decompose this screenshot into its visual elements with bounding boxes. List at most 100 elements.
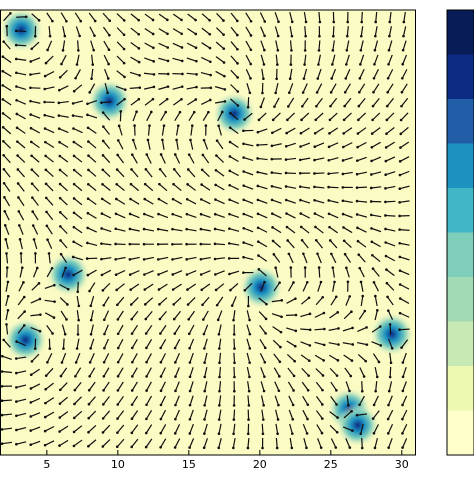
arrow-head	[236, 62, 239, 65]
arrow-head	[29, 429, 32, 432]
arrow-head	[145, 168, 148, 171]
arrow-head	[32, 224, 35, 227]
field-arrow	[300, 329, 310, 330]
arrow-head	[138, 47, 141, 50]
arrow-head	[185, 243, 188, 246]
arrow-head	[88, 375, 91, 378]
arrow-head	[278, 281, 281, 284]
arrow-head	[73, 141, 76, 144]
arrow-head	[309, 328, 312, 331]
arrow-head	[143, 258, 146, 261]
arrow-head	[143, 198, 146, 201]
arrow-head	[346, 21, 349, 24]
arrow-head	[201, 303, 204, 306]
arrow-head	[77, 319, 80, 322]
arrow-head	[321, 417, 324, 420]
arrow-head	[390, 361, 393, 364]
field-arrow	[400, 230, 410, 231]
arrow-head	[130, 183, 133, 186]
arrow-head	[371, 119, 374, 122]
arrow-head	[2, 55, 5, 58]
arrow-head	[44, 416, 47, 419]
arrow-head	[276, 432, 279, 435]
arrow-head	[335, 295, 338, 298]
arrow-head	[194, 98, 197, 101]
arrow-head	[60, 253, 63, 256]
arrow-head	[158, 183, 161, 186]
arrow-head	[135, 110, 138, 113]
arrow-head	[181, 73, 184, 76]
arrow-head	[173, 332, 176, 335]
arrow-head	[45, 62, 48, 65]
arrow-head	[280, 299, 283, 302]
arrow-head	[189, 375, 192, 378]
field-arrow	[16, 45, 26, 46]
arrow-head	[15, 357, 18, 360]
arrow-head	[218, 418, 221, 421]
arrow-head	[398, 242, 401, 245]
arrow-head	[279, 360, 282, 363]
arrow-head	[316, 77, 319, 80]
arrow-head	[370, 214, 373, 217]
arrow-head	[59, 389, 62, 392]
arrow-head	[356, 213, 359, 216]
arrow-head	[216, 304, 219, 307]
arrow-head	[224, 100, 227, 103]
arrow-head	[218, 432, 221, 435]
arrow-head	[200, 228, 203, 231]
arrow-head	[401, 432, 404, 435]
arrow-head	[72, 127, 75, 130]
arrow-head	[167, 85, 170, 88]
arrow-head	[314, 119, 317, 122]
arrow-head	[137, 19, 140, 22]
arrow-head	[233, 376, 236, 379]
arrow-head	[379, 325, 382, 328]
arrow-head	[389, 376, 392, 379]
field-arrow	[319, 268, 320, 278]
arrow-head	[31, 182, 34, 185]
arrow-head	[44, 430, 47, 433]
arrow-head	[102, 417, 105, 420]
arrow-head	[218, 404, 221, 407]
arrow-head	[138, 74, 141, 77]
arrow-head	[322, 359, 325, 362]
arrow-head	[7, 281, 10, 284]
arrow-head	[137, 33, 140, 36]
arrow-head	[103, 361, 106, 364]
arrow-head	[88, 403, 91, 406]
arrow-head	[364, 360, 367, 363]
arrow-head	[248, 390, 251, 393]
arrow-head	[385, 132, 388, 135]
arrow-head	[129, 228, 132, 231]
arrow-head	[293, 360, 296, 363]
arrow-head	[114, 227, 117, 230]
arrow-head	[330, 91, 333, 94]
arrow-head	[203, 446, 206, 449]
arrow-head	[90, 319, 93, 322]
arrow-head	[65, 20, 68, 23]
arrow-head	[145, 332, 148, 335]
arrow-head	[188, 347, 191, 350]
arrow-head	[277, 404, 280, 407]
arrow-head	[1, 70, 4, 73]
arrow-head	[357, 253, 360, 256]
arrow-head	[233, 361, 236, 364]
arrow-head	[203, 390, 206, 393]
arrow-head	[34, 347, 37, 350]
arrow-head	[100, 227, 103, 230]
colorbar-band	[447, 55, 474, 100]
arrow-head	[173, 168, 176, 171]
arrow-head	[159, 446, 162, 449]
arrow-head	[147, 139, 150, 142]
arrow-head	[217, 447, 220, 450]
arrow-head	[263, 281, 266, 284]
field-arrow	[63, 339, 64, 349]
arrow-head	[304, 49, 307, 52]
arrow-head	[209, 60, 212, 63]
arrow-head	[215, 169, 218, 172]
arrow-head	[159, 432, 162, 435]
arrow-head	[174, 432, 177, 435]
arrow-head	[45, 183, 48, 186]
arrow-head	[370, 173, 373, 176]
arrow-head	[344, 91, 347, 94]
